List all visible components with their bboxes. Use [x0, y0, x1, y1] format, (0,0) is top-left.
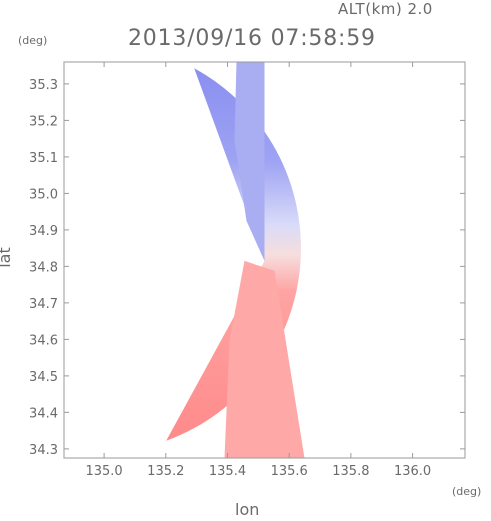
x-tick-label: 135.4	[209, 464, 246, 479]
y-tick-label: 35.3	[29, 78, 58, 93]
y-tick-label: 35.1	[29, 151, 58, 166]
x-tick-label: 135.0	[85, 464, 122, 479]
x-tick-label: 135.2	[147, 464, 184, 479]
x-axis-label: lon	[235, 500, 260, 519]
plot-frame	[63, 61, 466, 459]
echo-north-coast	[234, 62, 265, 261]
x-tick-label: 135.8	[332, 464, 369, 479]
timestamp-title: 2013/09/16 07:58:59	[128, 26, 376, 51]
radar-echo	[166, 62, 305, 458]
x-unit-label: (deg)	[452, 485, 482, 498]
y-tick-label: 34.6	[29, 333, 58, 348]
y-tick-label: 34.7	[29, 297, 58, 312]
x-axis: 135.0 135.2 135.4 135.6 135.8 136.0	[85, 62, 431, 479]
x-tick-label: 135.6	[271, 464, 308, 479]
y-tick-label: 35.0	[29, 187, 58, 202]
y-tick-label: 34.5	[29, 370, 58, 385]
y-axis: 34.3 34.4 34.5 34.6 34.7 34.8 34.9 35.0 35.1 35.2…	[29, 78, 465, 458]
x-tick-label: 136.0	[394, 464, 431, 479]
plot-area	[166, 62, 305, 458]
y-tick-label: 34.4	[29, 406, 58, 421]
y-unit-label: (deg)	[18, 34, 48, 47]
y-tick-label: 34.8	[29, 260, 58, 275]
echo-south-coast	[224, 260, 305, 458]
y-tick-label: 34.9	[29, 224, 58, 239]
y-tick-label: 35.2	[29, 114, 58, 129]
y-tick-label: 34.3	[29, 443, 58, 458]
altitude-label: ALT(km) 2.0	[338, 0, 433, 18]
